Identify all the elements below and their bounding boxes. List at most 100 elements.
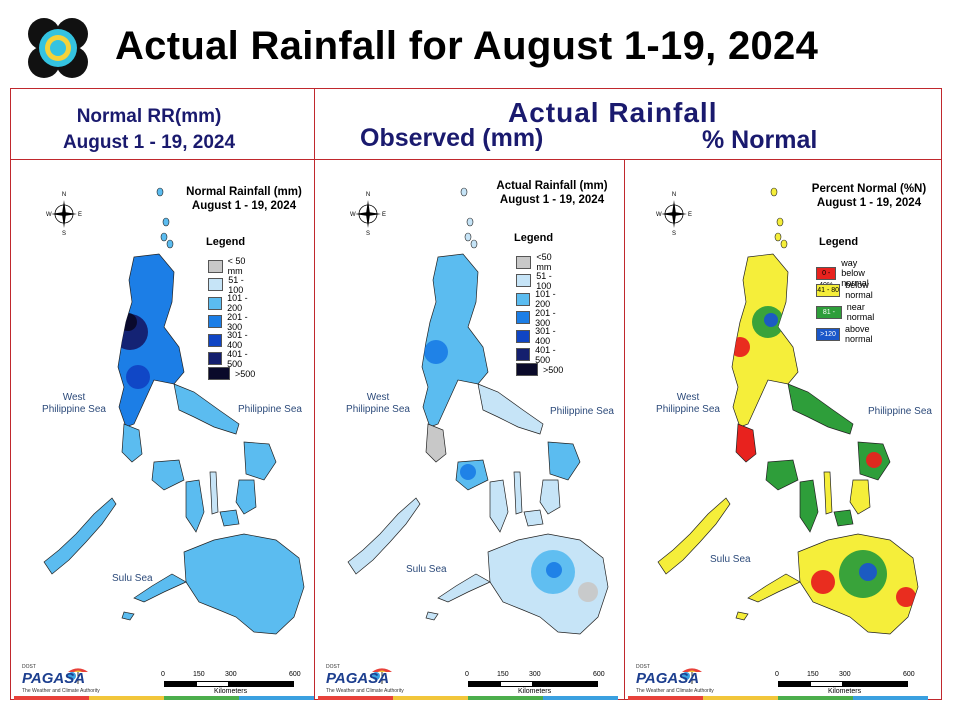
philippine-sea-label: Philippine Sea [550,406,614,417]
legend-item: 101 - 200 [516,289,558,309]
rainfall-zone [126,365,150,389]
sea-label-line2: Philippine Sea [656,404,720,415]
panel-title-line1: Actual Rainfall (mm) [496,180,608,192]
island-sulu [121,611,135,621]
scale-tick-label: 150 [807,671,819,678]
island-zambo [437,573,491,603]
islet [166,239,174,249]
rainfall-zone [460,464,476,480]
sea-label-line1: West [366,392,390,403]
svg-text:S: S [62,231,66,236]
legend-label: 51 - 100 [536,270,552,291]
legend-item: 101 - 200 [208,293,250,313]
legend-item: >500 [208,367,255,380]
island-palawan [657,497,731,575]
philippine-sea-label: Philippine Sea [868,406,932,417]
legend-label: 201 - 300 [535,307,556,328]
footer-color-strip [628,696,703,700]
island-palawan [43,497,117,575]
compass-icon: N S W E [46,192,82,236]
scale-tick-label: 0 [465,671,469,678]
compass-icon: N S W E [656,192,692,236]
scale-bar-segment [500,681,534,687]
islet [770,187,778,197]
rainfall-zone [811,570,835,594]
island-leyte [849,479,871,515]
scale-tick-label: 0 [161,671,165,678]
legend-label: 101 - 200 [227,293,248,313]
umbrella-icon [682,668,702,684]
sulu-sea-label: Sulu Sea [710,554,751,565]
legend-item: <50 mm [516,252,558,272]
island-negros [799,479,819,533]
footer-color-strip [239,696,314,700]
legend-swatch [516,255,532,269]
legend-label: 301 - 400 [535,326,556,346]
legend-label: 401 - 500 [227,348,248,369]
scale-bar-segment [532,681,598,687]
island-leyte [539,479,561,515]
legend-item: 51 - 100 [516,271,558,291]
legend-label: 301 - 400 [227,330,248,350]
footer-color-strip [14,696,89,700]
umbrella-icon [372,668,392,684]
normal-header-line2: August 1 - 19, 2024 [62,132,236,153]
legend-item: 201 - 300 [208,312,250,332]
legend-item: 401 - 500 [516,345,558,365]
footer-color-strip [703,696,778,700]
legend-label: >500 [543,364,564,375]
island-panay [151,459,185,491]
panel-title-line2: August 1 - 19, 2024 [191,200,297,212]
legend-swatch [516,274,532,287]
island-bicol [477,383,544,435]
footer-color-strip [164,696,239,700]
west-philippine-sea-label: West Philippine Sea [338,392,418,416]
west-philippine-sea-label: West Philippine Sea [648,392,728,416]
svg-text:E: E [382,212,386,218]
legend-title: Legend [514,232,554,244]
scale-tick-label: 600 [903,671,915,678]
legend-swatch [208,367,230,380]
scale-bar-segment [468,681,502,687]
scale-bar-segment [164,681,198,687]
panel-actual: N S W E Actual Rainfall (mm) August 1 - … [318,162,624,698]
rainfall-zone [859,563,877,581]
island-negros [489,479,509,533]
svg-text:S: S [366,231,370,236]
legend-item: 201 - 300 [516,308,558,328]
legend-label: above normal [845,324,873,344]
scale-tick-label: 0 [775,671,779,678]
svg-text:N: N [366,192,370,198]
legend-swatch [208,315,223,328]
sulu-sea-label: Sulu Sea [112,573,153,584]
island-mindoro [425,423,447,463]
svg-text:S: S [672,231,676,236]
legend-swatch [208,352,223,365]
island-sulu [735,611,749,621]
island-cebu [513,471,523,515]
islet [776,217,784,227]
rainfall-zone [546,562,562,578]
legend-item: 41 - 80 below normal [816,280,883,300]
actual-header: Actual Rainfall [508,97,718,128]
rainfall-zone [730,337,750,357]
dost-label: DOST [22,664,36,670]
legend-label: near normal [846,302,875,322]
legend-item: 301 - 400 [516,326,558,346]
island-mindanao [183,533,305,635]
panel-title: Actual Rainfall (mm) August 1 - 19, 2024 [486,179,618,207]
legend-item: >120 above normal [816,324,883,344]
sea-label-line2: Philippine Sea [346,404,410,415]
legend-swatch [208,259,223,273]
column-divider-1 [314,159,315,700]
legend-item: < 50 mm [208,256,250,276]
sea-label-line1: West [676,392,700,403]
legend-swatch [208,278,224,291]
island-sulu [425,611,439,621]
svg-text:W: W [350,212,356,218]
svg-text:E: E [78,212,82,218]
islet [162,217,170,227]
legend-label: 101 - 200 [535,289,556,309]
legend-swatch [516,292,531,306]
island-samar [243,441,277,481]
